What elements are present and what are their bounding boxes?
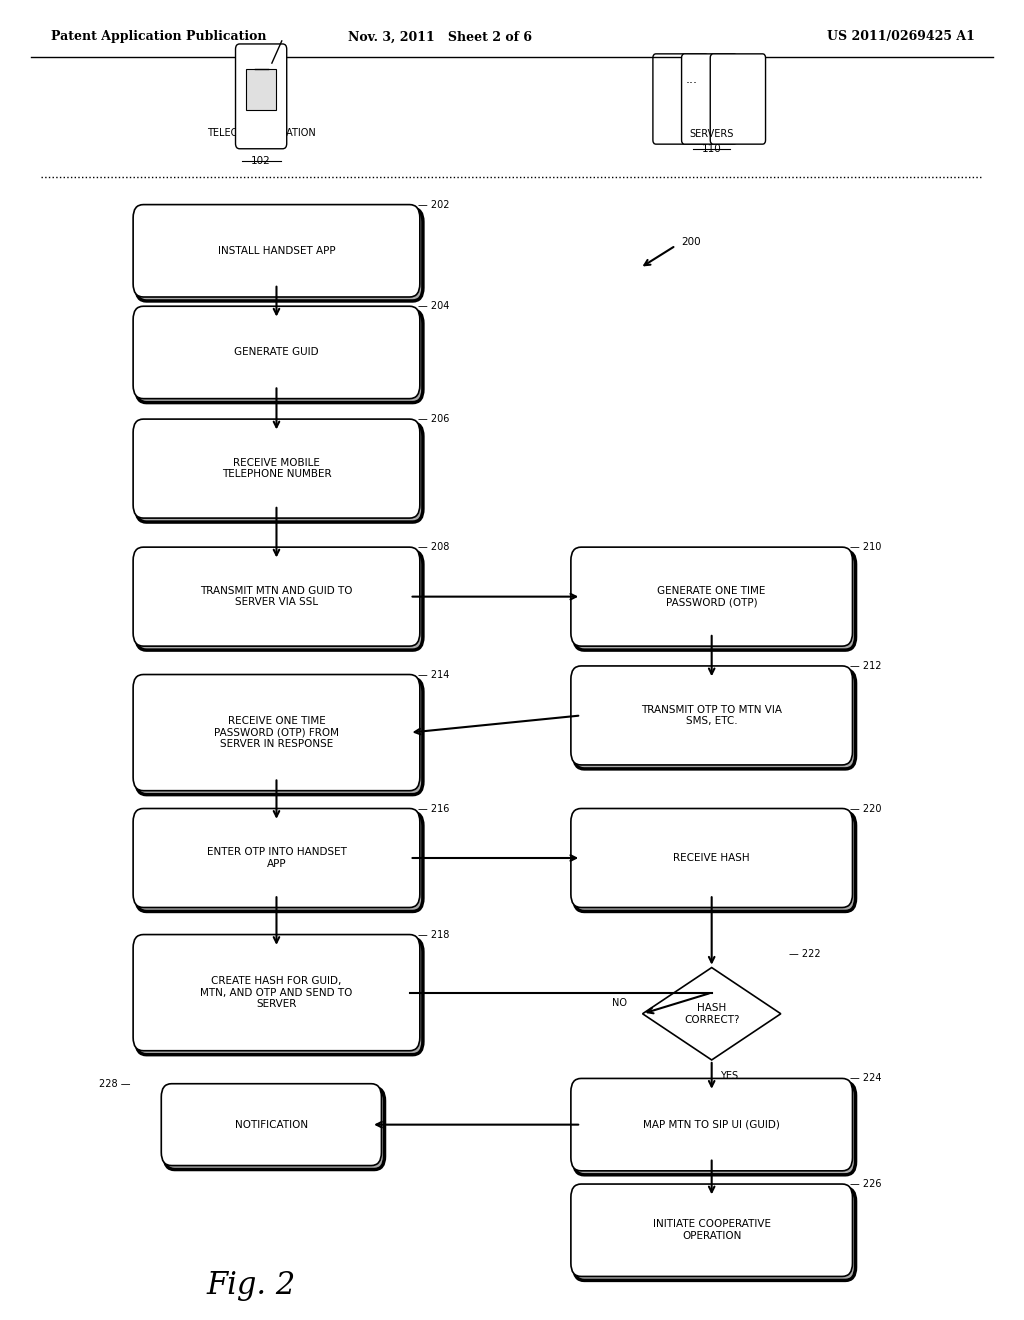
FancyBboxPatch shape bbox=[573, 813, 855, 912]
FancyBboxPatch shape bbox=[573, 671, 855, 768]
Text: 110: 110 bbox=[701, 144, 722, 154]
Text: US 2011/0269425 A1: US 2011/0269425 A1 bbox=[827, 30, 975, 44]
Text: HASH
CORRECT?: HASH CORRECT? bbox=[684, 1003, 739, 1024]
Text: NO: NO bbox=[612, 998, 627, 1008]
FancyBboxPatch shape bbox=[133, 675, 420, 791]
Text: INITIATE COOPERATIVE
OPERATION: INITIATE COOPERATIVE OPERATION bbox=[652, 1220, 771, 1241]
Text: NOTIFICATION: NOTIFICATION bbox=[234, 1119, 308, 1130]
FancyBboxPatch shape bbox=[133, 808, 420, 908]
Text: — 212: — 212 bbox=[850, 661, 882, 671]
Text: TRANSMIT OTP TO MTN VIA
SMS, ETC.: TRANSMIT OTP TO MTN VIA SMS, ETC. bbox=[641, 705, 782, 726]
Text: Patent Application Publication: Patent Application Publication bbox=[51, 30, 266, 44]
Text: — 210: — 210 bbox=[850, 543, 882, 552]
FancyBboxPatch shape bbox=[133, 420, 420, 517]
Text: ...: ... bbox=[686, 73, 698, 86]
FancyBboxPatch shape bbox=[136, 209, 423, 301]
FancyBboxPatch shape bbox=[133, 205, 420, 297]
Text: SERVERS: SERVERS bbox=[689, 129, 734, 140]
FancyBboxPatch shape bbox=[133, 546, 420, 645]
FancyBboxPatch shape bbox=[570, 808, 852, 908]
Text: — 204: — 204 bbox=[418, 301, 450, 312]
Text: — 226: — 226 bbox=[850, 1179, 882, 1189]
FancyBboxPatch shape bbox=[136, 422, 423, 521]
FancyBboxPatch shape bbox=[136, 310, 423, 403]
FancyBboxPatch shape bbox=[653, 54, 709, 144]
Text: 200: 200 bbox=[681, 236, 700, 247]
Text: Fig. 2: Fig. 2 bbox=[206, 1270, 296, 1302]
Text: MAP MTN TO SIP UI (GUID): MAP MTN TO SIP UI (GUID) bbox=[643, 1119, 780, 1130]
Text: 228 —: 228 — bbox=[99, 1078, 131, 1089]
FancyBboxPatch shape bbox=[570, 1184, 852, 1276]
FancyBboxPatch shape bbox=[570, 1078, 852, 1171]
FancyBboxPatch shape bbox=[570, 667, 852, 766]
Text: — 220: — 220 bbox=[850, 804, 882, 813]
Text: — 218: — 218 bbox=[418, 929, 450, 940]
Text: TRANSMIT MTN AND GUID TO
SERVER VIA SSL: TRANSMIT MTN AND GUID TO SERVER VIA SSL bbox=[201, 586, 352, 607]
Text: 102: 102 bbox=[251, 156, 271, 166]
Text: YES: YES bbox=[720, 1071, 738, 1081]
Text: GENERATE GUID: GENERATE GUID bbox=[234, 347, 318, 358]
FancyBboxPatch shape bbox=[136, 678, 423, 795]
Text: RECEIVE MOBILE
TELEPHONE NUMBER: RECEIVE MOBILE TELEPHONE NUMBER bbox=[221, 458, 332, 479]
FancyBboxPatch shape bbox=[164, 1088, 385, 1170]
FancyBboxPatch shape bbox=[573, 1082, 855, 1175]
FancyBboxPatch shape bbox=[711, 54, 766, 144]
FancyBboxPatch shape bbox=[573, 552, 855, 649]
Text: — 222: — 222 bbox=[788, 949, 820, 960]
Text: — 216: — 216 bbox=[418, 804, 450, 813]
Text: — 206: — 206 bbox=[418, 414, 450, 424]
Text: ENTER OTP INTO HANDSET
APP: ENTER OTP INTO HANDSET APP bbox=[207, 847, 346, 869]
Text: — 208: — 208 bbox=[418, 543, 450, 552]
FancyBboxPatch shape bbox=[573, 1188, 855, 1280]
Text: INSTALL HANDSET APP: INSTALL HANDSET APP bbox=[218, 246, 335, 256]
FancyBboxPatch shape bbox=[136, 939, 423, 1055]
FancyBboxPatch shape bbox=[136, 813, 423, 912]
Text: — 224: — 224 bbox=[850, 1073, 882, 1084]
Text: GENERATE ONE TIME
PASSWORD (OTP): GENERATE ONE TIME PASSWORD (OTP) bbox=[657, 586, 766, 607]
Text: TELECOMMUNICATION
DEVICE: TELECOMMUNICATION DEVICE bbox=[207, 128, 315, 149]
FancyBboxPatch shape bbox=[133, 306, 420, 399]
Text: RECEIVE ONE TIME
PASSWORD (OTP) FROM
SERVER IN RESPONSE: RECEIVE ONE TIME PASSWORD (OTP) FROM SER… bbox=[214, 715, 339, 750]
FancyBboxPatch shape bbox=[136, 552, 423, 649]
Polygon shape bbox=[643, 968, 780, 1060]
FancyBboxPatch shape bbox=[162, 1084, 381, 1166]
FancyBboxPatch shape bbox=[570, 546, 852, 645]
FancyBboxPatch shape bbox=[682, 54, 737, 144]
Text: — 214: — 214 bbox=[418, 669, 450, 680]
Bar bbox=[246, 69, 276, 110]
FancyBboxPatch shape bbox=[236, 44, 287, 149]
Text: CREATE HASH FOR GUID,
MTN, AND OTP AND SEND TO
SERVER: CREATE HASH FOR GUID, MTN, AND OTP AND S… bbox=[201, 975, 352, 1010]
Text: Nov. 3, 2011   Sheet 2 of 6: Nov. 3, 2011 Sheet 2 of 6 bbox=[348, 30, 532, 44]
Text: RECEIVE HASH: RECEIVE HASH bbox=[674, 853, 750, 863]
FancyBboxPatch shape bbox=[133, 935, 420, 1051]
Text: — 202: — 202 bbox=[418, 199, 450, 210]
